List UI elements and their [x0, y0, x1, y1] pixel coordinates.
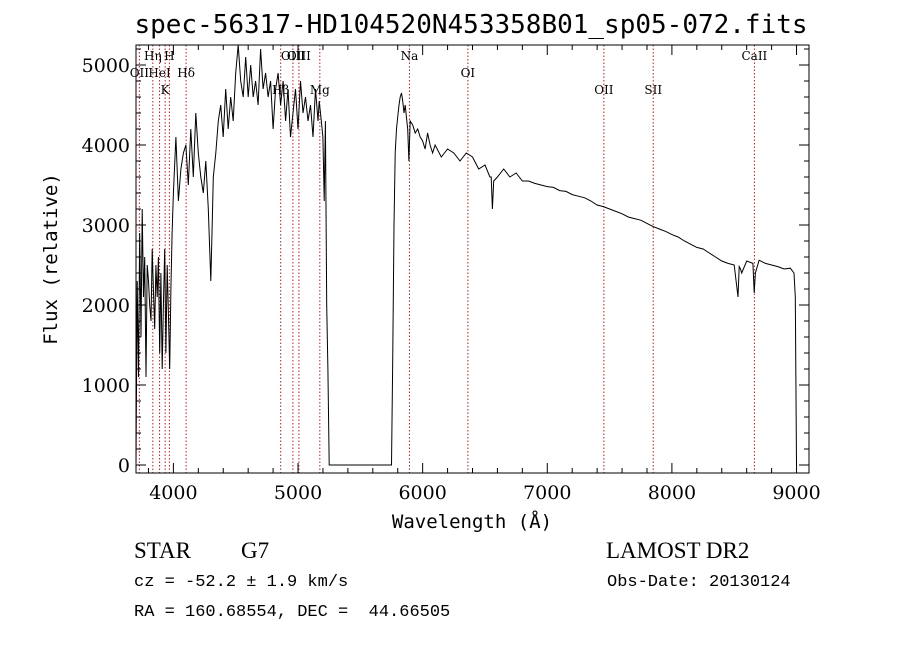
- x-tick-label-1: 5000: [274, 482, 322, 504]
- object-class-label: STAR: [134, 538, 191, 563]
- line-marker-label-11: OI: [461, 66, 476, 80]
- x-tick-label-5: 9000: [772, 482, 820, 504]
- line-marker-label-4: H: [164, 49, 174, 63]
- x-axis: 4000 5000 6000 7000 8000 9000: [147, 45, 821, 504]
- y-tick-label-5: 5000: [82, 55, 130, 77]
- line-marker-label-1: Hη: [144, 49, 162, 63]
- y-axis: 0 1000 2000 3000 4000 5000: [82, 48, 809, 477]
- x-tick-label-3: 7000: [523, 482, 571, 504]
- subclass-label: G7: [241, 538, 270, 563]
- x-tick-label-2: 6000: [398, 482, 446, 504]
- y-tick-label-4: 4000: [82, 135, 130, 157]
- plot-frame: [135, 44, 810, 474]
- line-marker-label-13: SII: [644, 83, 662, 97]
- y-tick-label-3: 3000: [82, 215, 130, 237]
- line-marker-label-2: HeI: [148, 66, 171, 80]
- x-tick-label-0: 4000: [149, 482, 197, 504]
- survey-label: LAMOST DR2: [606, 538, 750, 563]
- obs-date-label: Obs-Date: 20130124: [607, 573, 791, 592]
- line-marker-label-14: CaII: [741, 49, 767, 63]
- x-axis-label: Wavelength (Å): [392, 510, 552, 533]
- line-marker-label-9: Mg: [310, 83, 330, 97]
- y-tick-label-1: 1000: [82, 375, 130, 397]
- coords-label: RA = 160.68554, DEC = 44.66505: [134, 603, 451, 622]
- chart-title: spec-56317-HD104520N453358B01_sp05-072.f…: [134, 10, 807, 40]
- line-marker-label-5: Hδ: [177, 66, 195, 80]
- redshift-label: cz = -52.2 ± 1.9 km/s: [134, 573, 349, 592]
- line-marker-label-6: Hβ: [272, 83, 289, 97]
- line-marker-label-8: OIII: [287, 49, 311, 63]
- y-axis-label: Flux (relative): [40, 173, 62, 345]
- spectrum-series-line: [135, 44, 797, 466]
- line-marker-label-12: OII: [594, 83, 614, 97]
- line-marker-label-10: Na: [401, 49, 419, 63]
- y-tick-label-2: 2000: [82, 295, 130, 317]
- line-marker-label-0: OII: [130, 66, 150, 80]
- y-tick-label-0: 0: [118, 455, 130, 477]
- x-tick-label-4: 8000: [648, 482, 696, 504]
- line-marker-label-3: K: [161, 83, 171, 97]
